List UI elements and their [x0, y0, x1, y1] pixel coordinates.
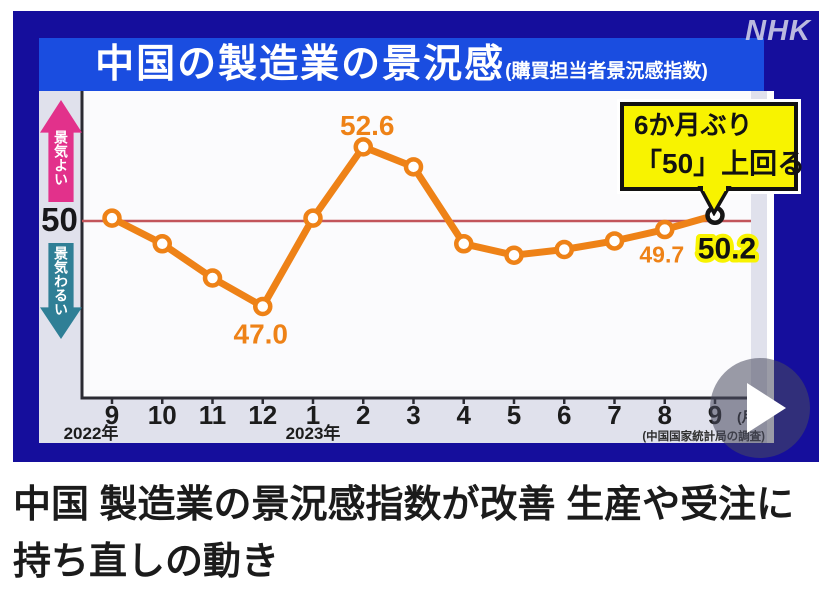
month-label-5: 2: [356, 400, 370, 430]
axis-down-label: 景気わるい: [53, 246, 69, 316]
data-point-9: [554, 239, 574, 260]
data-point-7: [454, 234, 474, 254]
month-label-9: 6: [557, 400, 571, 430]
baseline-50-label: 50: [41, 201, 78, 238]
axis-up-label: 景気よい: [53, 130, 69, 186]
year-label-0: 2022年: [64, 423, 119, 443]
month-label-8: 5: [507, 400, 521, 430]
economy-bad-down-arrow: 景気わるい: [40, 243, 82, 339]
month-label-7: 4: [457, 400, 472, 430]
value-label-49.7: 49.7: [639, 242, 684, 268]
month-label-11: 8: [658, 400, 672, 430]
month-label-4: 1: [306, 400, 320, 430]
nhk-logo: NHK: [745, 15, 811, 47]
year-label-1: 2023年: [286, 423, 341, 443]
callout-box: 6か月ぶり 「50」上回る: [620, 102, 806, 191]
data-point-6: [403, 157, 424, 177]
chart-title: 中国の製造業の景況感: [95, 43, 506, 86]
economy-good-up-arrow: 景気よい: [40, 100, 82, 202]
month-label-1: 10: [148, 400, 177, 430]
data-point-5: [353, 137, 373, 157]
y-axis-strip: 景気よい 50 景気わるい: [39, 91, 82, 398]
data-point-4: [303, 208, 323, 228]
data-point-10: [604, 231, 625, 251]
value-label-50.2: 50.2: [698, 232, 756, 265]
value-label-47.0: 47.0: [234, 319, 289, 350]
month-label-6: 3: [406, 400, 420, 430]
chart-subtitle: (購買担当者景況感指数): [505, 61, 708, 82]
play-icon: [746, 383, 786, 433]
month-label-3: 12: [248, 400, 277, 430]
data-point-0: [102, 208, 122, 228]
month-label-0: 9: [105, 400, 119, 430]
video-thumbnail[interactable]: NHK 中国の製造業の景況感 (購買担当者景況感指数) 9 10 11 12 1 2 3 4 5…: [13, 11, 819, 462]
data-point-2: [202, 268, 223, 288]
month-label-10: 7: [607, 400, 621, 430]
data-point-1: [152, 234, 172, 254]
chart-title-bar: 中国の製造業の景況感 (購買担当者景況感指数): [39, 38, 764, 91]
data-point-11: [655, 219, 675, 240]
data-point-3: [253, 296, 273, 317]
data-point-8: [504, 245, 524, 265]
callout-line1: 6か月ぶり: [634, 110, 753, 140]
headline[interactable]: 中国 製造業の景況感指数が改善 生産や受注に持ち直しの動き: [13, 484, 795, 583]
play-button[interactable]: [710, 358, 810, 458]
callout-line2: 「50」上回る: [634, 148, 806, 179]
value-label-52.6: 52.6: [340, 110, 395, 141]
callout-pointer-icon: [697, 186, 732, 216]
axes: [80, 91, 751, 400]
month-label-2: 11: [199, 400, 227, 430]
chart-panel: 9101112123456789(月)2022年2023年(中国国家統計局の調査…: [39, 91, 805, 443]
